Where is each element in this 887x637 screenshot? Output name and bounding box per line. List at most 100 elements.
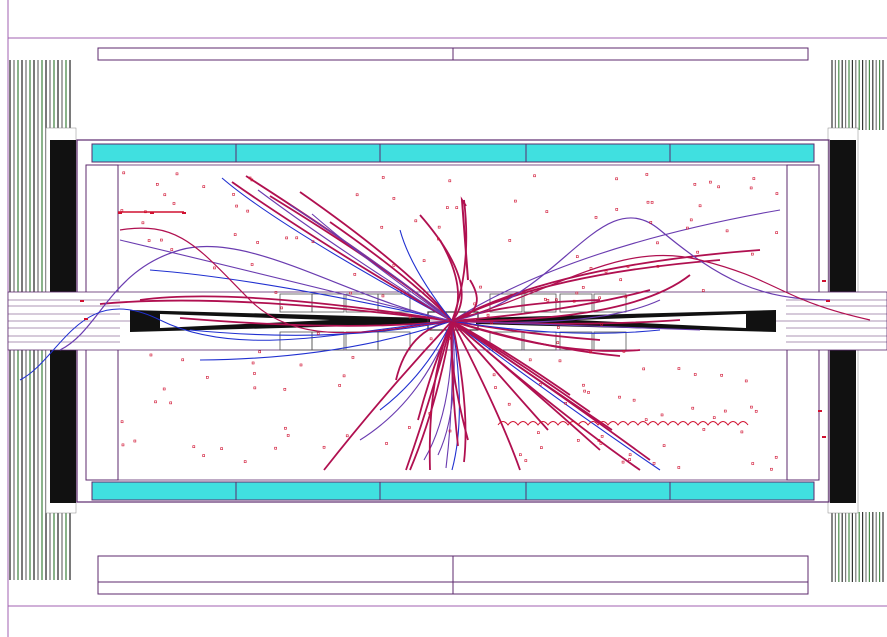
hit-marker [283,387,287,391]
hit-marker [751,462,755,465]
iron-yoke-right-top [830,140,856,295]
hit-marker [557,326,560,329]
hit-marker [284,426,287,430]
particle-track [419,214,463,322]
particle-track [451,320,467,463]
iron-yoke-right-bottom [830,348,856,503]
hit-marker [322,445,326,449]
hit-marker [251,361,255,365]
particle-track [451,209,781,322]
hit-marker [121,443,125,447]
hit-marker [381,176,385,179]
hit-marker [514,199,517,203]
edge-hit [818,410,822,412]
hit-marker [691,406,695,410]
hit-marker [392,264,396,267]
hit-marker [740,430,744,434]
hit-marker [594,216,598,219]
particle-track [257,189,453,322]
hit-marker [122,171,126,175]
hit-marker [749,186,753,190]
particle-track [409,320,453,471]
hit-marker [725,229,729,233]
particle-track [379,320,453,411]
hit-marker [751,252,754,256]
hit-marker [175,172,179,176]
particle-track [451,320,521,471]
particle-track [451,320,661,471]
particle-track [99,299,453,322]
hit-marker [599,442,603,445]
particle-track [450,320,469,441]
hit-marker [589,350,592,354]
hit-marker [649,221,653,224]
particle-track [323,320,453,471]
calorimeter-dividers [235,144,671,500]
hit-marker [490,321,493,325]
hit-marker [507,402,511,406]
particle-track [231,181,453,322]
hit-marker [775,231,778,234]
edge-hit [822,280,826,282]
hit-marker [556,341,560,344]
hit-marker [533,174,536,178]
hit-marker [286,434,290,437]
hit-marker [233,233,237,236]
edge-hit [84,318,88,320]
hit-marker [258,350,261,354]
hit-marker [250,263,254,266]
calorimeter-barrel-top [91,143,815,163]
hit-marker [163,193,167,197]
hit-marker [662,444,666,447]
hit-marker [202,185,206,188]
hit-marker [494,386,497,389]
hit-marker [558,359,562,363]
hit-marker [246,209,250,213]
hit-marker [437,237,440,241]
hit-marker [232,193,235,196]
particle-track [451,274,691,322]
hit-marker [546,299,550,302]
hit-marker [429,337,433,341]
hit-marker [285,236,288,240]
edge-hit [822,436,826,438]
vertical-track [460,196,469,281]
hit-marker [628,453,632,457]
hit-marker [717,185,720,189]
hit-marker [154,400,157,404]
particle-track [199,320,453,361]
hit-marker [775,192,779,195]
hit-marker [422,259,426,262]
hit-marker [381,294,385,298]
hit-marker [448,179,452,183]
hit-marker [448,429,452,433]
hit-marker [744,379,748,383]
hit-marker [618,395,621,399]
hit-marker [250,178,254,182]
particle-track [399,229,453,322]
particle-track [329,221,453,322]
hit-marker [575,291,579,295]
edge-hit [118,212,122,214]
hit-marker [540,446,543,449]
forward-cone-left-inner [160,314,330,328]
looping-track [451,254,871,322]
hit-marker [519,453,522,457]
hit-marker [686,226,689,230]
hit-marker [660,413,664,417]
hit-marker [587,391,590,394]
hit-marker [355,193,359,197]
hit-marker [693,373,697,376]
particle-track [417,320,453,421]
event-tracks [19,175,871,471]
hit-marker [696,250,699,254]
hit-marker [677,367,681,370]
hit-marker [597,439,601,442]
calorimeter-barrel-bottom [91,481,815,501]
hit-marker [338,384,341,387]
hit-marker [645,173,649,176]
hit-marker [750,405,753,409]
hit-marker [615,208,619,211]
hit-marker [677,466,681,469]
